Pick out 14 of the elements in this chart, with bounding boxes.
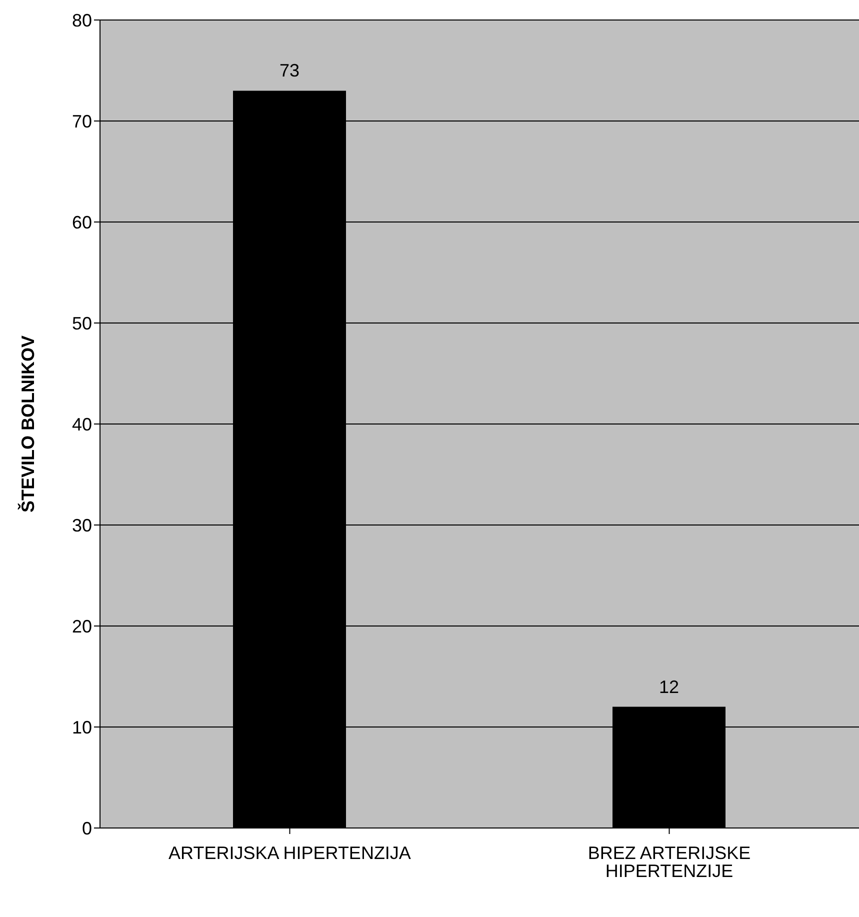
y-tick-label: 10 [72, 717, 92, 738]
data-label: 73 [279, 60, 300, 81]
x-tick-label: ARTERIJSKA HIPERTENZIJA [168, 842, 411, 863]
y-tick-label: 50 [72, 313, 92, 334]
x-tick-label: BREZ ARTERIJSKE HIPERTENZIJE [588, 842, 751, 881]
y-tick-label: 40 [72, 414, 92, 434]
y-tick-label: 60 [72, 212, 92, 232]
y-axis-title: ŠTEVILO BOLNIKOV [17, 335, 38, 513]
y-tick-label: 30 [72, 515, 92, 536]
y-tick-label: 70 [72, 111, 92, 132]
y-tick-label: 80 [72, 10, 92, 30]
data-label: 12 [658, 676, 680, 697]
y-tick-label: 0 [82, 818, 92, 838]
y-tick-label: 20 [72, 616, 92, 636]
